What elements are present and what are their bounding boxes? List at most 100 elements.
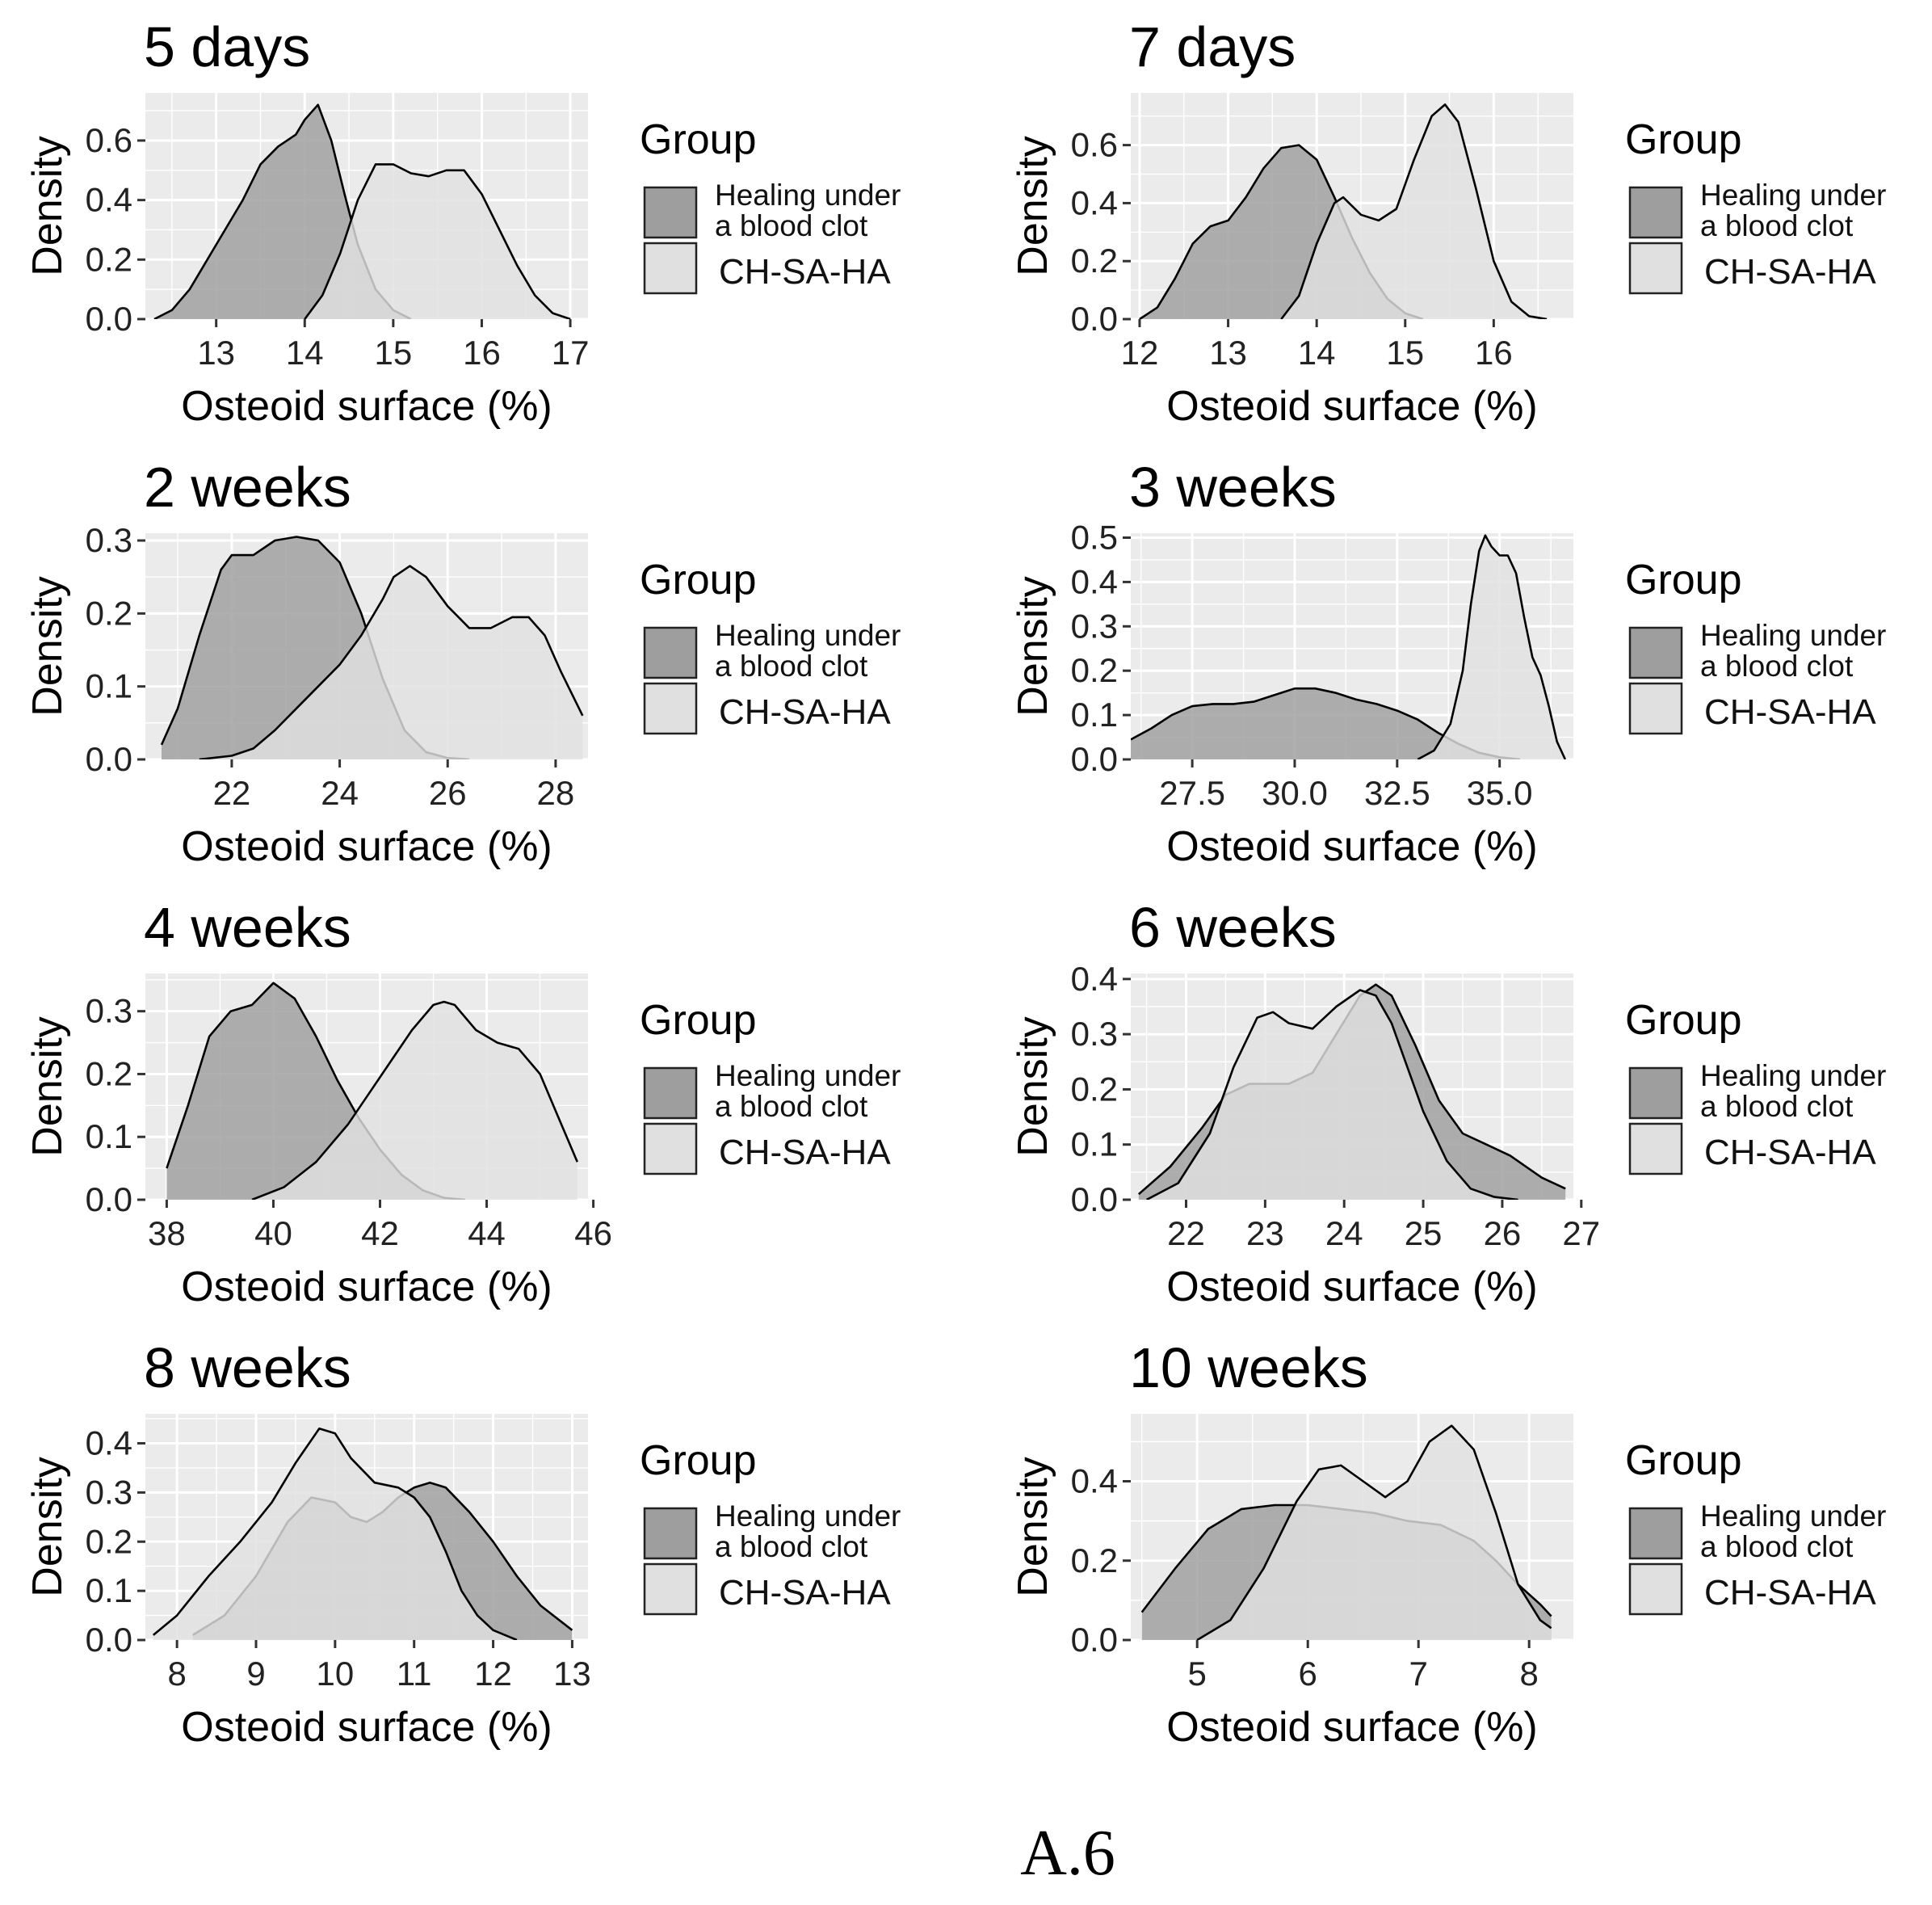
density-area-chsaha [304,164,571,319]
legend-label-chsaha: CH-SA-HA [1704,692,1876,732]
x-tick-label: 40 [254,1214,292,1252]
y-ticks: 0.0 0.1 0.2 0.3 0.4 [1071,960,1131,1218]
x-ticks: 5 6 7 8 [1188,1640,1539,1693]
figure-caption: A.6 [1020,1818,1115,1889]
legend-key-chsaha [643,682,698,735]
y-tick-label: 0.4 [86,181,132,219]
density-areas [153,103,571,319]
x-ticks: 27.5 30.0 32.5 35.0 [1159,759,1533,812]
legend-key-healing [1628,626,1683,679]
y-ticks: 0.0 0.2 0.4 [1071,1462,1131,1659]
x-tick-label: 28 [537,774,575,812]
chart-title: 5 days [144,15,310,78]
y-tick-label: 0.3 [86,992,132,1030]
legend-title: Group [1625,997,1742,1044]
y-tick-label: 0.2 [1071,651,1118,689]
x-tick-label: 11 [397,1655,432,1693]
y-axis-title: Density [1010,576,1056,716]
x-tick-label: 5 [1188,1655,1207,1693]
density-area-healing [166,982,466,1200]
x-tick-label: 13 [553,1655,591,1693]
chart-title: 6 weeks [1129,896,1337,959]
x-ticks: 12 13 14 15 16 [1121,319,1513,372]
legend-title: Group [1625,557,1742,603]
density-areas [160,536,584,759]
y-tick-label: 0.2 [86,240,132,278]
x-tick-label: 22 [213,774,251,812]
x-tick-label: 42 [361,1214,399,1252]
x-tick-label: 24 [1325,1214,1363,1252]
y-axis-title: Density [24,1457,71,1596]
y-tick-label: 0.1 [86,667,132,705]
y-tick-label: 0.0 [1071,740,1118,778]
legend-title: Group [1625,116,1742,163]
density-outline-chsaha [199,565,584,759]
chart-panel: 2 weeks 0.0 0.1 0.2 0.3 22 24 26 28 Osteoid su… [24,456,901,870]
legend-label-chsaha: CH-SA-HA [719,1133,891,1172]
density-area-chsaha [153,1428,517,1640]
legend-label-chsaha: CH-SA-HA [1704,1133,1876,1172]
y-tick-label: 0.3 [86,1473,132,1511]
x-tick-label: 16 [1475,334,1513,372]
x-tick-label: 8 [1520,1655,1539,1693]
x-axis-title: Osteoid surface (%) [1166,383,1538,430]
x-tick-label: 26 [429,774,467,812]
y-tick-label: 0.4 [1071,1462,1118,1500]
x-tick-label: 6 [1299,1655,1317,1693]
legend-key-chsaha [1628,242,1683,295]
legend-label-healing: Healing under a blood clot [715,619,901,683]
legend: Group Healing under a blood clot CH-SA-HA [640,997,901,1175]
density-outline-chsaha [1417,534,1567,759]
legend-title: Group [640,557,757,603]
chart-title: 2 weeks [144,456,351,519]
legend-key-healing [643,626,698,679]
x-tick-label: 7 [1409,1655,1428,1693]
density-outline-chsaha [304,163,571,319]
x-tick-label: 32.5 [1364,774,1430,812]
x-axis-title: Osteoid surface (%) [181,1704,552,1751]
y-tick-label: 0.3 [1071,1015,1118,1053]
chart-title: 4 weeks [144,896,351,959]
legend: Group Healing under a blood clot CH-SA-HA [1625,997,1886,1175]
legend: Group Healing under a blood clot CH-SA-HA [1625,116,1886,295]
x-tick-label: 14 [1298,334,1336,372]
legend-label-chsaha: CH-SA-HA [719,692,891,732]
x-tick-label: 30.0 [1262,774,1328,812]
y-tick-label: 0.4 [1071,562,1118,600]
legend-label-healing: Healing under a blood clot [1700,1499,1886,1563]
chart-panel: 4 weeks 0.0 0.1 0.2 0.3 38 40 42 44 46 Osteoid … [24,896,901,1310]
x-tick-label: 13 [197,334,235,372]
legend-key-chsaha [1628,1562,1683,1616]
x-tick-label: 24 [321,774,359,812]
y-axis-title: Density [24,1016,71,1156]
chart-title: 8 weeks [144,1336,351,1399]
legend-key-chsaha [643,242,698,295]
legend-label-chsaha: CH-SA-HA [1704,1573,1876,1613]
y-tick-label: 0.0 [86,1180,132,1218]
x-tick-label: 46 [574,1214,612,1252]
x-tick-label: 22 [1167,1214,1205,1252]
y-tick-label: 0.0 [86,1621,132,1659]
density-outline-chsaha [1280,103,1548,319]
density-areas [1140,1424,1552,1640]
density-areas [152,1428,573,1640]
x-tick-label: 17 [552,334,590,372]
y-tick-label: 0.3 [1071,607,1118,645]
x-tick-label: 10 [316,1655,354,1693]
legend: Group Healing under a blood clot CH-SA-HA [640,1437,901,1616]
y-tick-label: 0.2 [86,1054,132,1092]
chart-panel: 7 days 0.0 0.2 0.4 0.6 12 13 14 15 16 Osteoid s… [1010,15,1886,430]
legend-label-chsaha: CH-SA-HA [719,1573,891,1613]
y-axis-title: Density [1010,136,1056,275]
x-tick-label: 25 [1405,1214,1443,1252]
legend-title: Group [640,116,757,163]
legend-label-healing: Healing under a blood clot [1700,179,1886,242]
y-ticks: 0.0 0.1 0.2 0.3 [86,521,145,778]
y-tick-label: 0.0 [1071,300,1118,338]
y-tick-label: 0.4 [1071,183,1118,221]
legend: Group Healing under a blood clot CH-SA-HA [1625,557,1886,735]
y-axis-title: Density [24,576,71,716]
x-tick-label: 15 [1386,334,1424,372]
density-area-chsaha [1418,535,1565,759]
density-outline-chsaha [251,1000,578,1200]
